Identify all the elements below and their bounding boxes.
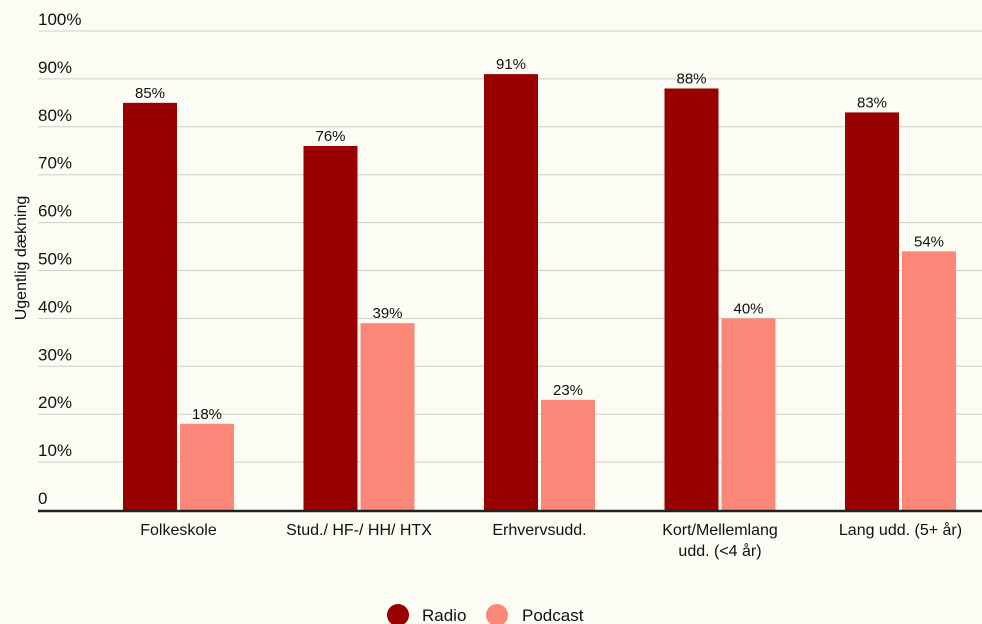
bar-radio xyxy=(484,74,538,511)
data-label: 85% xyxy=(135,85,165,102)
data-label: 18% xyxy=(192,406,222,423)
data-label: 83% xyxy=(857,94,887,111)
bar-podcast xyxy=(721,318,776,510)
bars: 85% 18% 76% 39% 91% 23% 88% 40% 83% 54% xyxy=(123,56,956,511)
y-tick-label: 30% xyxy=(38,345,72,364)
y-axis-label: Ugentlig dækning xyxy=(13,196,30,321)
y-tick-label: 70% xyxy=(38,154,72,173)
y-tick-label: 10% xyxy=(38,441,72,460)
data-label: 40% xyxy=(733,300,763,317)
x-category-label: Lang udd. (5+ år) xyxy=(839,521,962,539)
y-tick-label: 60% xyxy=(38,202,72,221)
bar-radio xyxy=(845,112,899,511)
legend-swatch-radio xyxy=(387,604,409,624)
x-category-label: udd. (<4 år) xyxy=(678,542,761,560)
y-tick-label: 80% xyxy=(38,106,72,125)
x-category-label: Folkeskole xyxy=(140,522,217,539)
legend: Radio Podcast xyxy=(387,604,584,624)
bar-podcast xyxy=(541,399,595,510)
bar-radio xyxy=(664,88,719,510)
data-label: 91% xyxy=(496,56,526,73)
y-tick-label: 40% xyxy=(38,297,72,316)
y-tick-label: 20% xyxy=(38,393,72,412)
x-axis-categories: Folkeskole Stud./ HF-/ HH/ HTX Erhvervsudd… xyxy=(140,521,962,560)
data-label: 39% xyxy=(372,305,402,322)
y-tick-label: 50% xyxy=(38,250,72,269)
data-label: 54% xyxy=(914,233,944,250)
legend-label-podcast: Podcast xyxy=(522,606,584,624)
data-label: 88% xyxy=(676,70,706,87)
y-axis-ticks: 0 10% 20% 30% 40% 50% 60% 70% 80% 90% 100% xyxy=(38,10,81,508)
legend-label-radio: Radio xyxy=(422,606,466,624)
bar-podcast xyxy=(902,251,956,510)
bar-podcast xyxy=(360,323,415,510)
legend-swatch-podcast xyxy=(486,604,508,624)
bar-radio xyxy=(303,145,358,510)
bar-podcast xyxy=(180,423,234,510)
y-tick-label: 100% xyxy=(38,10,81,29)
x-category-label: Kort/Mellemlang xyxy=(662,522,778,539)
y-tick-label: 0 xyxy=(38,489,47,508)
x-category-label: Stud./ HF-/ HH/ HTX xyxy=(286,522,432,539)
data-label: 76% xyxy=(315,128,345,145)
data-label: 23% xyxy=(553,382,583,399)
y-tick-label: 90% xyxy=(38,58,72,77)
x-category-label: Erhvervsudd. xyxy=(492,522,586,539)
bar-radio xyxy=(123,102,177,510)
